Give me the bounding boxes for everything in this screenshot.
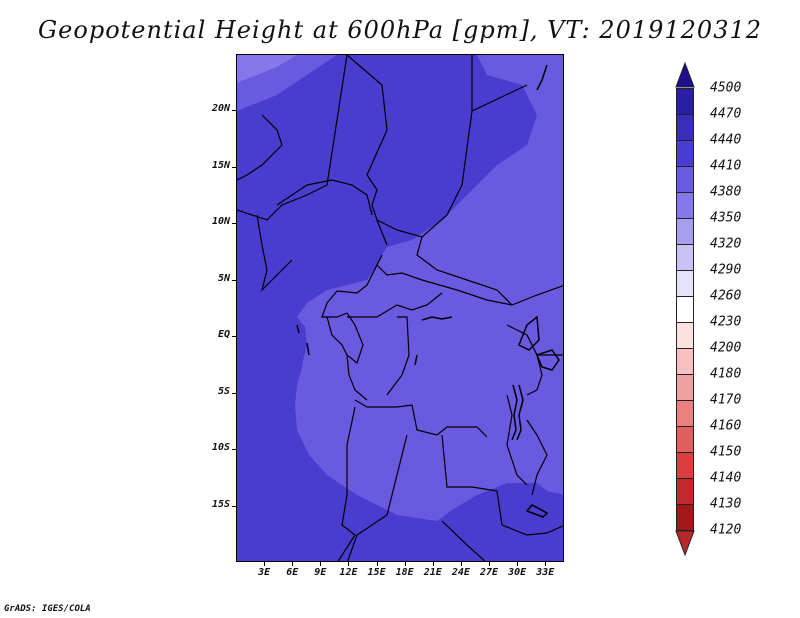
colorbar-level-label: 4160 xyxy=(710,418,742,434)
colorbar-level-label: 4440 xyxy=(710,132,742,148)
colorbar-segment xyxy=(676,452,694,479)
lat-tick-label: 5N xyxy=(217,272,230,284)
colorbar-level-label: 4120 xyxy=(710,522,742,538)
field-4350-region xyxy=(237,55,297,83)
credit-label: GrADS: IGES/COLA xyxy=(4,604,91,614)
colorbar-segment xyxy=(676,140,694,167)
colorbar-level-label: 4230 xyxy=(710,314,742,330)
country-borders xyxy=(237,55,563,561)
lon-tick-label: 33E xyxy=(536,567,555,578)
colorbar-level-label: 4200 xyxy=(710,340,742,356)
lon-tick-mark xyxy=(404,562,406,566)
lon-tick-mark xyxy=(460,562,462,566)
colorbar-level-label: 4260 xyxy=(710,288,742,304)
lon-tick-mark xyxy=(432,562,434,566)
colorbar-segment xyxy=(676,478,694,505)
lat-tick-mark xyxy=(232,392,236,394)
lat-tick-mark xyxy=(232,505,236,507)
colorbar-level-label: 4350 xyxy=(710,210,742,226)
lat-tick-label: EQ xyxy=(217,329,230,341)
colorbar-level-label: 4290 xyxy=(710,262,742,278)
lakes-and-rivers xyxy=(296,64,560,518)
lon-tick-label: 18E xyxy=(395,567,414,578)
page-title: Geopotential Height at 600hPa [gpm], VT:… xyxy=(38,16,762,44)
colorbar-segment xyxy=(676,400,694,427)
colorbar-segment xyxy=(676,114,694,141)
colorbar-segment xyxy=(676,348,694,375)
colorbar-level-label: 4150 xyxy=(710,444,742,460)
lon-tick-label: 9E xyxy=(314,567,327,578)
colorbar-segment xyxy=(676,374,694,401)
lon-tick-label: 21E xyxy=(423,567,442,578)
lon-tick-mark xyxy=(517,562,519,566)
colorbar-top-arrow xyxy=(675,62,695,88)
lat-tick-label: 15S xyxy=(211,498,230,510)
lat-tick-mark xyxy=(232,223,236,225)
lat-tick-mark xyxy=(232,110,236,112)
lat-tick-label: 20N xyxy=(211,103,230,115)
colorbar-segment xyxy=(676,192,694,219)
colorbar-segment xyxy=(676,166,694,193)
lat-tick-mark xyxy=(232,449,236,451)
colorbar-level-label: 4410 xyxy=(710,158,742,174)
lon-tick-label: 24E xyxy=(451,567,470,578)
colorbar-level-label: 4500 xyxy=(710,80,742,96)
colorbar-segment xyxy=(676,218,694,245)
lat-tick-mark xyxy=(232,279,236,281)
colorbar-bottom-arrow xyxy=(675,530,695,556)
lon-tick-label: 15E xyxy=(367,567,386,578)
lat-tick-mark xyxy=(232,336,236,338)
colorbar-segment xyxy=(676,244,694,271)
lon-tick-mark xyxy=(376,562,378,566)
lon-tick-mark xyxy=(264,562,266,566)
lat-tick-mark xyxy=(232,166,236,168)
map-plot-area[interactable] xyxy=(236,54,564,562)
lon-tick-label: 12E xyxy=(339,567,358,578)
colorbar-level-label: 4170 xyxy=(710,392,742,408)
colorbar-level-label: 4140 xyxy=(710,470,742,486)
lat-tick-label: 10N xyxy=(211,216,230,228)
colorbar-level-label: 4380 xyxy=(710,184,742,200)
lon-tick-mark xyxy=(292,562,294,566)
lon-tick-mark xyxy=(489,562,491,566)
colorbar-level-label: 4130 xyxy=(710,496,742,512)
lon-tick-mark xyxy=(545,562,547,566)
colorbar-segment xyxy=(676,426,694,453)
colorbar-segment xyxy=(676,322,694,349)
geopotential-field xyxy=(237,55,563,561)
lon-tick-mark xyxy=(320,562,322,566)
lat-tick-label: 15N xyxy=(211,159,230,171)
colorbar-segment xyxy=(676,88,694,115)
colorbar-segment xyxy=(676,270,694,297)
colorbar-segment xyxy=(676,296,694,323)
lat-tick-label: 5S xyxy=(217,385,230,397)
lon-tick-mark xyxy=(348,562,350,566)
lon-tick-label: 6E xyxy=(286,567,299,578)
colorbar-level-label: 4320 xyxy=(710,236,742,252)
lon-tick-label: 30E xyxy=(508,567,527,578)
field-4380-corner xyxy=(237,55,337,111)
lon-tick-label: 3E xyxy=(258,567,271,578)
lat-tick-label: 10S xyxy=(211,442,230,454)
lon-tick-label: 27E xyxy=(479,567,499,578)
colorbar-level-label: 4180 xyxy=(710,366,742,382)
colorbar-segment xyxy=(676,504,694,531)
colorbar-level-label: 4470 xyxy=(710,106,742,122)
